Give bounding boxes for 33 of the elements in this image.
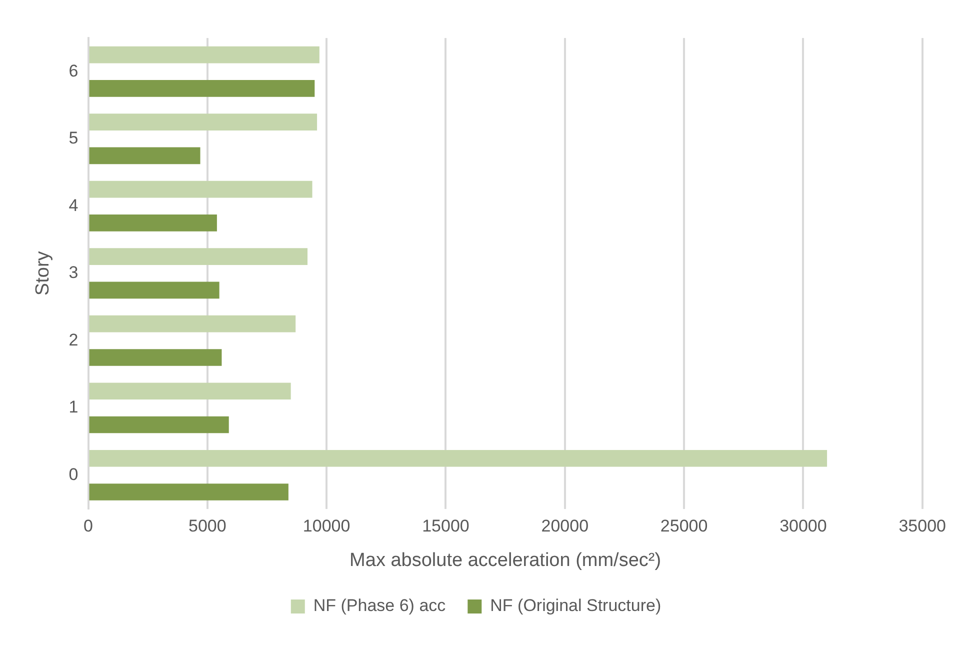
y-axis-title: Story <box>32 250 54 296</box>
bar <box>89 450 828 467</box>
bar <box>89 214 217 232</box>
y-tick-label: 4 <box>68 196 78 215</box>
bar <box>89 484 288 500</box>
x-tick-label: 30000 <box>780 516 827 536</box>
legend-label: NF (Original Structure) <box>490 596 662 616</box>
y-tick-label: 3 <box>68 263 78 282</box>
y-tick-label: 2 <box>68 330 78 350</box>
x-tick-label: 25000 <box>660 516 708 536</box>
bar <box>89 80 315 97</box>
x-tick-label: 35000 <box>898 516 946 536</box>
bar <box>89 382 291 400</box>
bar <box>89 282 220 299</box>
y-tick-label: 6 <box>68 61 78 80</box>
bar <box>89 114 318 130</box>
bar <box>89 349 222 366</box>
bar <box>89 248 308 265</box>
bar <box>89 315 296 332</box>
y-tick-label: 0 <box>68 464 78 484</box>
legend-label: NF (Phase 6) acc <box>313 596 446 616</box>
x-tick-label: 5000 <box>188 516 226 536</box>
bar <box>89 46 320 64</box>
x-tick-label: 10000 <box>302 516 350 536</box>
y-tick-label: 1 <box>68 398 78 417</box>
x-tick-label: 15000 <box>422 516 470 536</box>
y-tick-label: 5 <box>68 128 78 148</box>
x-axis-title: Max absolute acceleration (mm/sec²) <box>350 550 662 571</box>
bar <box>89 180 312 198</box>
bar <box>89 147 200 164</box>
x-tick-label: 20000 <box>541 516 589 536</box>
bar <box>89 416 229 434</box>
x-tick-label: 0 <box>84 516 93 536</box>
